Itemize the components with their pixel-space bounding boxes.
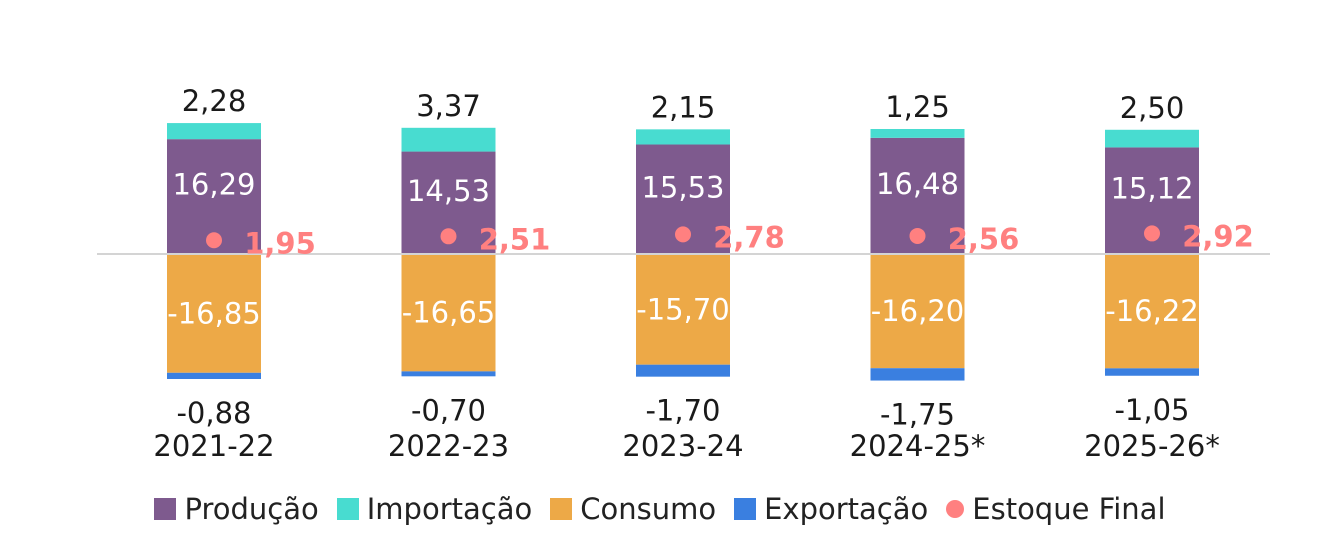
bar-exportacao	[636, 364, 730, 377]
point-estoque-final	[440, 228, 457, 245]
bar-exportacao	[1105, 368, 1199, 376]
label-consumo: -16,65	[402, 296, 496, 330]
label-consumo: -16,85	[167, 296, 261, 330]
label-importacao: 2,28	[182, 84, 247, 118]
bar-importacao	[636, 129, 730, 145]
label-estoque-final: 2,51	[479, 222, 551, 256]
bar-consumo	[167, 254, 261, 373]
label-producao: 16,48	[876, 167, 959, 201]
legend-label: Estoque Final	[972, 492, 1166, 526]
label-importacao: 2,15	[651, 90, 716, 124]
label-producao: 15,53	[641, 170, 724, 204]
legend-label: Exportação	[764, 492, 929, 526]
bar-exportacao	[401, 371, 496, 377]
label-consumo: -16,20	[871, 294, 965, 328]
label-producao: 16,29	[172, 168, 255, 202]
point-estoque-final	[909, 227, 926, 244]
bar-consumo	[870, 254, 965, 369]
label-importacao: 2,50	[1120, 91, 1185, 125]
label-exportacao: -1,75	[880, 398, 955, 432]
legend-swatch	[154, 498, 177, 520]
x-tick-label: 2021-22	[153, 429, 274, 463]
label-importacao: 3,37	[416, 89, 481, 123]
x-tick-label: 2023-24	[622, 429, 743, 463]
point-estoque-final	[206, 232, 222, 249]
label-exportacao: -0,88	[176, 396, 251, 430]
bars-layer	[167, 123, 1199, 381]
label-exportacao: -1,05	[1114, 393, 1189, 427]
bar-consumo	[1105, 254, 1199, 369]
label-estoque-final: 2,78	[713, 220, 785, 254]
legend-dot-marker	[946, 500, 965, 518]
bar-importacao	[870, 129, 965, 138]
legend-item: Exportação	[734, 492, 928, 526]
label-estoque-final: 2,56	[948, 222, 1020, 256]
legend-label: Produção	[184, 492, 319, 526]
label-importacao: 1,25	[885, 90, 950, 124]
bar-importacao	[167, 123, 261, 140]
x-tick-label: 2025-26*	[1084, 429, 1220, 463]
label-exportacao: -0,70	[411, 393, 486, 427]
label-consumo: -16,22	[1105, 294, 1199, 328]
bar-exportacao	[870, 368, 965, 381]
legend-label: Importação	[366, 492, 533, 526]
legend: Produção Importação Consumo Exportação Estoq…	[0, 486, 1320, 532]
legend-swatch	[336, 498, 359, 520]
label-exportacao: -1,70	[645, 394, 720, 428]
legend-item: Importação	[336, 492, 533, 526]
bar-importacao	[401, 127, 496, 152]
bar-consumo	[636, 254, 730, 365]
bar-consumo	[401, 254, 496, 372]
point-estoque-final	[675, 226, 691, 243]
label-estoque-final: 2,92	[1182, 219, 1254, 253]
label-producao: 14,53	[407, 174, 490, 208]
legend-item: Consumo	[550, 492, 716, 526]
bar-importacao	[1105, 129, 1199, 148]
label-consumo: -15,70	[636, 292, 730, 326]
legend-swatch	[550, 498, 573, 520]
legend-item: Produção	[154, 492, 319, 526]
legend-item: Estoque Final	[946, 492, 1166, 526]
point-estoque-final	[1144, 225, 1160, 242]
label-producao: 15,12	[1110, 172, 1193, 206]
legend-label: Consumo	[580, 492, 717, 526]
bar-exportacao	[167, 372, 261, 379]
x-tick-label: 2024-25*	[850, 429, 986, 463]
legend-swatch	[734, 498, 757, 520]
label-estoque-final: 1,95	[244, 226, 316, 260]
x-tick-label: 2022-23	[388, 429, 509, 463]
